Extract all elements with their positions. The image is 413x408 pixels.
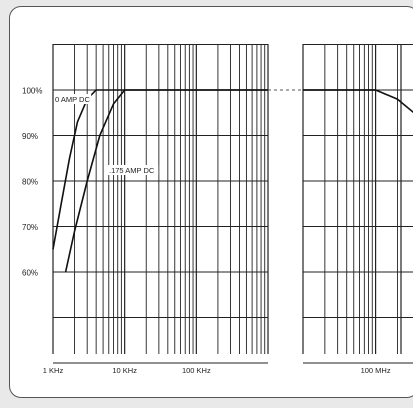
x-tick-label: 10 KHz: [112, 366, 137, 375]
series-label: .175 AMP DC: [109, 166, 155, 175]
series-label: 0 AMP DC: [55, 95, 90, 104]
chart-frame: 100% 90% 80% 70% 60% 1 KHz 10 KHz 100 KHz 100 M…: [9, 6, 413, 398]
response-chart: 100% 90% 80% 70% 60% 1 KHz 10 KHz 100 KHz 100 M…: [22, 44, 413, 375]
y-tick-label: 80%: [22, 178, 38, 187]
series-line-high-freq: [303, 89, 413, 114]
x-tick-label: 1 KHz: [43, 366, 64, 375]
series-line: [52, 89, 268, 250]
series-label-bg: [54, 94, 92, 104]
series-label-bg: [108, 165, 159, 175]
y-tick-label: 100%: [22, 87, 42, 96]
x-tick-label: 100 MHz: [361, 366, 391, 375]
x-tick-label: 100 KHz: [182, 366, 211, 375]
y-tick-label: 70%: [22, 223, 38, 232]
y-tick-label: 90%: [22, 132, 38, 141]
y-tick-label: 60%: [22, 269, 38, 278]
series-line: [64, 89, 268, 273]
